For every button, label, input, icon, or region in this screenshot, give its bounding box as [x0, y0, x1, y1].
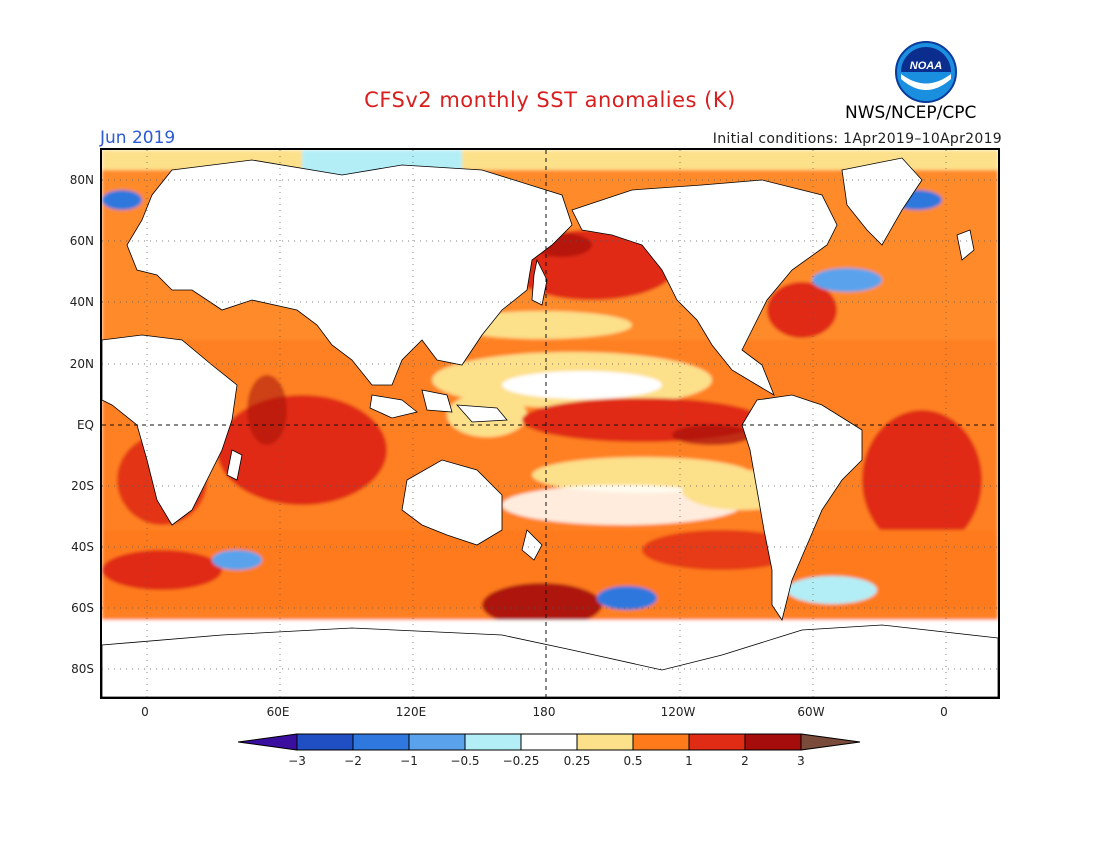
colorbar-label: −2: [344, 754, 362, 768]
chart-title: CFSv2 monthly SST anomalies (K): [364, 88, 736, 112]
lat-label: 20N: [69, 357, 94, 371]
lon-label: 120E: [395, 705, 427, 719]
lat-label: 80N: [69, 173, 94, 187]
colorbar-cell: [744, 733, 802, 751]
lon-label: 60W: [797, 705, 825, 719]
lat-label: 80S: [71, 662, 94, 676]
lat-label: 60S: [71, 601, 94, 615]
lat-label: 40S: [71, 540, 94, 554]
colorbar-cell: [520, 733, 578, 751]
colorbar-label: −1: [400, 754, 418, 768]
colorbar-label: 1: [685, 754, 693, 768]
sst-anomaly-map: [100, 148, 1000, 699]
colorbar-cell: [576, 733, 634, 751]
colorbar-label: 0.25: [563, 754, 591, 768]
colorbar-cell: [408, 733, 466, 751]
colorbar-cell: [296, 733, 354, 751]
colorbar-cell: [688, 733, 746, 751]
lon-label: 0: [940, 705, 948, 719]
colorbar-label: −3: [288, 754, 306, 768]
lat-label: 60N: [69, 234, 94, 248]
colorbar-cell-lowest: [238, 733, 298, 751]
colorbar-cell: [632, 733, 690, 751]
colorbar-cell: [464, 733, 522, 751]
map-canvas: [102, 150, 998, 697]
colorbar-cell: [352, 733, 410, 751]
colorbar: [238, 733, 861, 751]
colorbar-cell-highest: [800, 733, 861, 751]
forecast-month: Jun 2019: [100, 128, 176, 148]
lat-label: 20S: [71, 479, 94, 493]
lon-label: 120W: [660, 705, 696, 719]
land-masses: [102, 157, 998, 697]
initial-conditions: Initial conditions: 1Apr2019–10Apr2019: [712, 131, 1002, 147]
colorbar-label: 0.5: [623, 754, 643, 768]
lon-label: 60E: [266, 705, 290, 719]
colorbar-label: −0.25: [502, 754, 540, 768]
noaa-logo: NOAA: [895, 41, 957, 103]
lat-label: 40N: [69, 295, 94, 309]
agency-label: NWS/NCEP/CPC: [845, 103, 977, 123]
lat-label: EQ: [76, 418, 94, 432]
colorbar-label: 3: [797, 754, 805, 768]
colorbar-label: 2: [741, 754, 749, 768]
lon-label: 0: [141, 705, 149, 719]
colorbar-label: −0.5: [450, 754, 480, 768]
lon-label: 180: [532, 705, 556, 719]
equator-dateline: [102, 150, 998, 697]
svg-text:NOAA: NOAA: [910, 60, 942, 72]
